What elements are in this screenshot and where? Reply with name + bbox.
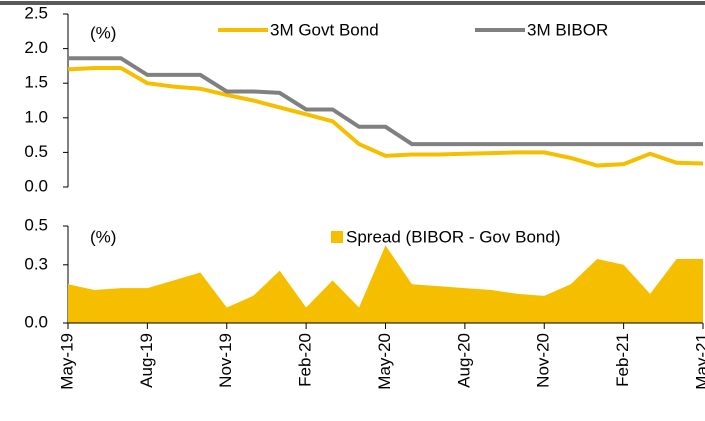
legend-label: 3M Govt Bond	[270, 20, 379, 39]
y-tick-label: 1.0	[24, 107, 48, 126]
x-tick-label: May-19	[57, 333, 76, 390]
y-tick-label: 2.0	[24, 38, 48, 57]
y-tick-label: 0.5	[24, 215, 48, 234]
y-tick-label: 2.5	[24, 3, 48, 22]
area	[68, 245, 703, 323]
legend-label: 3M BIBOR	[527, 20, 608, 39]
x-tick-label: Feb-20	[296, 333, 315, 387]
x-tick-label: May-21	[692, 333, 705, 390]
x-tick-label: Aug-19	[137, 333, 156, 388]
line	[67, 65, 704, 168]
y-tick-label: 1.5	[24, 73, 48, 92]
line	[68, 56, 703, 147]
x-tick-label: Feb-21	[613, 333, 632, 387]
x-tick-label: Nov-19	[216, 333, 235, 388]
y-tick-label: 0.0	[24, 312, 48, 331]
y-tick-label: 0.3	[24, 254, 48, 273]
x-tick-label: Nov-20	[534, 333, 553, 388]
annotation: (%)	[90, 227, 116, 246]
legend-label: Spread (BIBOR - Gov Bond)	[346, 227, 560, 246]
x-tick-label: Aug-20	[454, 333, 473, 388]
x-tick-label: May-20	[375, 333, 394, 390]
y-tick-label: 0.5	[24, 142, 48, 161]
legend-swatch	[331, 231, 343, 243]
y-tick-label: 0.0	[24, 176, 48, 195]
annotation: (%)	[90, 23, 116, 42]
